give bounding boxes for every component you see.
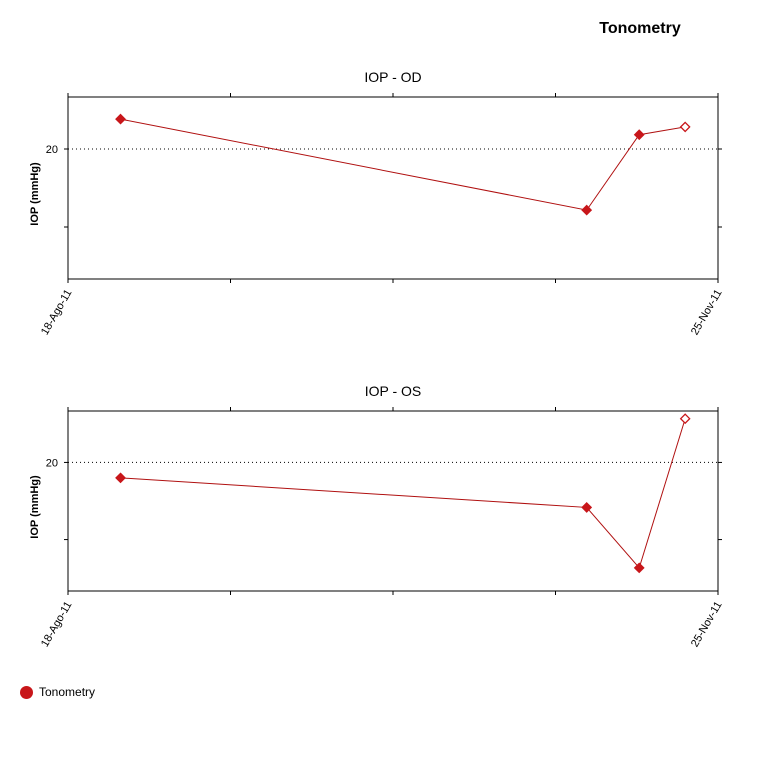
plot-frame <box>67 96 719 280</box>
chart-title: IOP - OD <box>364 69 421 85</box>
data-point <box>633 129 645 141</box>
x-tick-label: 18-Ago-11 <box>39 288 75 338</box>
chart-2: IOP - OS 20 IOP (mmHg) 18-Ago-11 25-Nov-11 <box>29 383 725 649</box>
data-point <box>633 562 645 574</box>
page-title: Tonometry <box>599 20 681 37</box>
y-axis-label: IOP (mmHg) <box>29 475 41 539</box>
data-point <box>115 472 126 484</box>
series-line <box>120 418 686 569</box>
chart-1: IOP - OD 20 IOP (mmHg) 18-Ago-11 25-Nov-11 <box>29 69 725 337</box>
legend-label: Tonometry <box>39 685 96 699</box>
data-point <box>679 413 691 425</box>
data-point <box>581 502 593 513</box>
y-tick-label: 20 <box>46 144 58 156</box>
series-line <box>120 118 686 211</box>
data-point <box>679 121 691 133</box>
y-tick-label: 20 <box>46 457 58 469</box>
data-point <box>581 204 593 216</box>
x-tick-label: 25-Nov-11 <box>689 288 725 338</box>
x-tick-label: 25-Nov-11 <box>689 600 725 650</box>
legend-marker-icon <box>20 685 33 699</box>
plot-frame <box>67 410 719 592</box>
y-axis-label: IOP (mmHg) <box>29 162 41 226</box>
legend: Tonometry <box>20 685 95 699</box>
chart-title: IOP - OS <box>365 383 422 399</box>
data-point <box>115 113 126 125</box>
x-tick-label: 18-Ago-11 <box>39 600 75 650</box>
